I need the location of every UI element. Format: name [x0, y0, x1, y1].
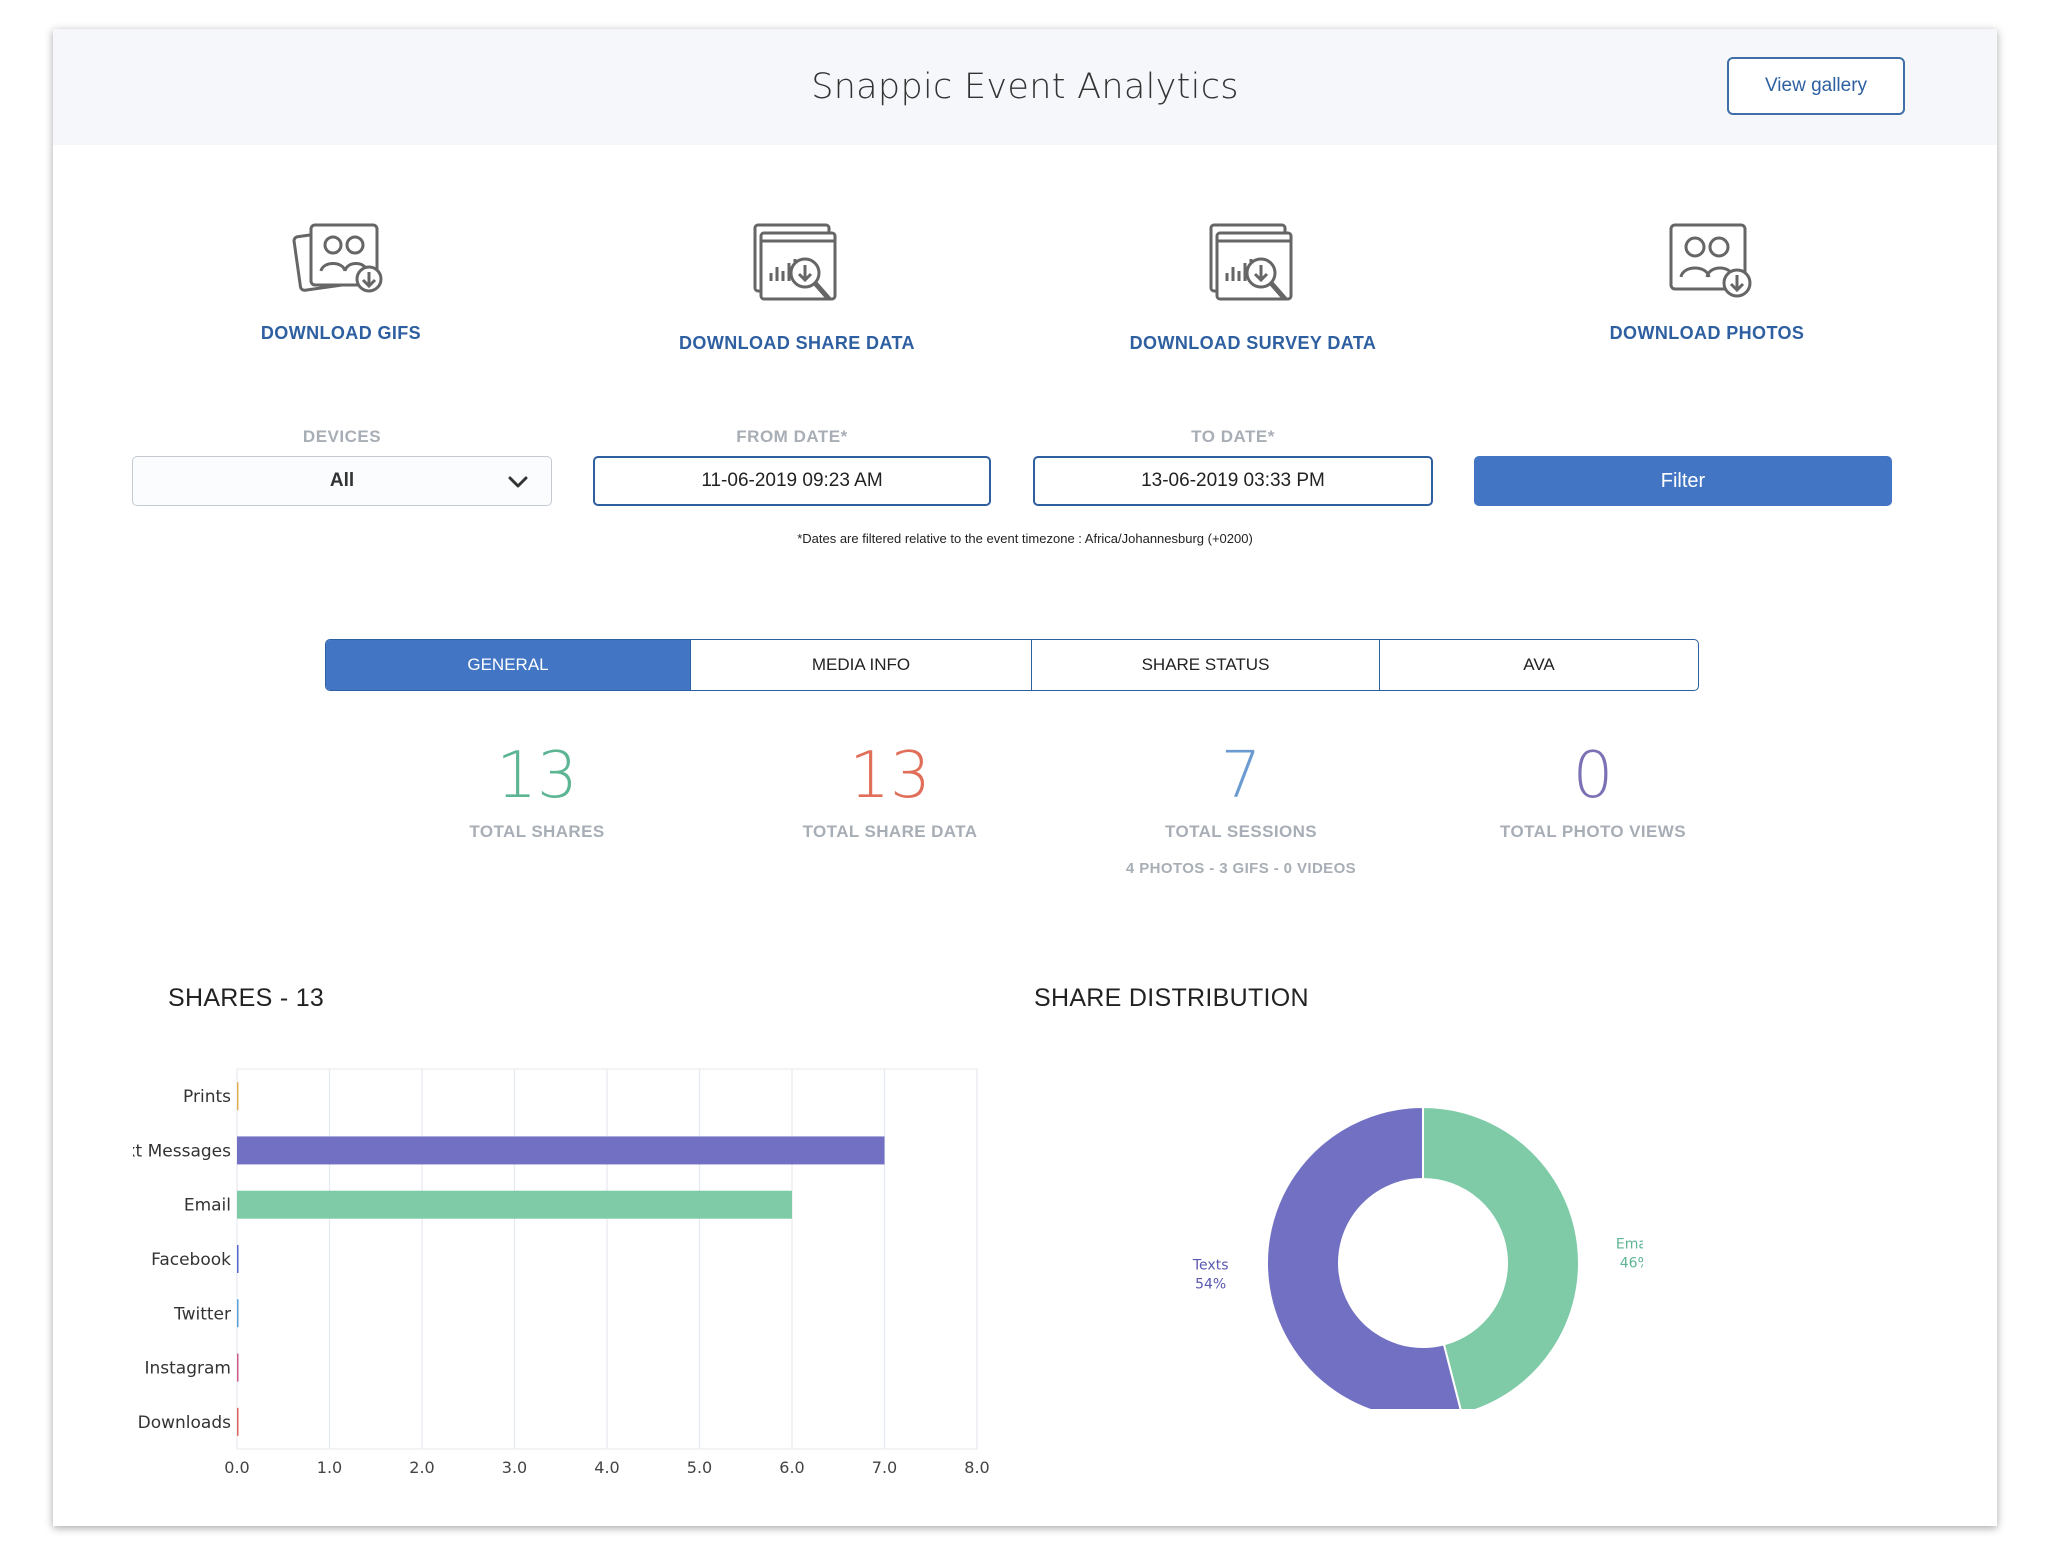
analytics-page: Snappic Event Analytics View gallery DOW…: [53, 29, 1997, 1526]
slice-percent: 46%: [1620, 1255, 1643, 1271]
chevron-down-icon: [508, 476, 528, 488]
x-tick-label: 7.0: [872, 1458, 897, 1477]
devices-select[interactable]: All: [132, 456, 552, 506]
slice-label: Texts: [1192, 1258, 1229, 1274]
tab-media-info[interactable]: MEDIA INFO: [691, 640, 1032, 690]
from-date-label: FROM DATE*: [736, 427, 848, 446]
download-gifs-label: DOWNLOAD GIFS: [260, 323, 422, 343]
x-tick-label: 2.0: [409, 1458, 434, 1477]
category-label: Downloads: [138, 1413, 232, 1433]
bar-twitter[interactable]: [237, 1299, 239, 1328]
x-tick-label: 6.0: [779, 1458, 804, 1477]
category-label: Facebook: [151, 1250, 231, 1270]
bar-facebook[interactable]: [237, 1245, 239, 1273]
category-label: Twitter: [173, 1304, 231, 1324]
from-date-input[interactable]: 11-06-2019 09:23 AM: [593, 456, 991, 506]
bar-prints[interactable]: [237, 1082, 239, 1111]
filter-button[interactable]: Filter: [1474, 456, 1892, 506]
tab-share-status[interactable]: SHARE STATUS: [1032, 640, 1380, 690]
stat-label: TOTAL PHOTO VIEWS: [1500, 822, 1686, 841]
download-share-data-label: DOWNLOAD SHARE DATA: [679, 333, 915, 353]
timezone-note: *Dates are filtered relative to the even…: [797, 531, 1253, 546]
slice-percent: 54%: [1195, 1277, 1226, 1293]
shares-bar-chart: 0.0 1.0 2.0 3.0 4.0 5.0 6.0 7.0 8.0 Prints Text Me…: [133, 1068, 990, 1477]
share-distribution-donut: Email 46% Texts 54%: [1192, 1105, 1643, 1409]
to-date-label: TO DATE*: [1191, 427, 1275, 446]
header-bar: Snappic Event Analytics View gallery: [53, 29, 1997, 145]
bar-email[interactable]: [237, 1190, 792, 1219]
gif-download-icon: [292, 223, 383, 293]
stat-value: 7: [1220, 739, 1262, 813]
stat-label: TOTAL SHARES: [469, 822, 605, 841]
devices-select-value: All: [329, 470, 355, 491]
share-distribution-title: SHARE DISTRIBUTION: [1034, 984, 1309, 1012]
devices-label: DEVICES: [302, 427, 382, 446]
category-label: Instagram: [145, 1359, 232, 1379]
category-label: Email: [184, 1196, 231, 1216]
stat-value: 0: [1572, 739, 1614, 813]
download-survey-data-label: DOWNLOAD SURVEY DATA: [1129, 333, 1377, 353]
stat-label: TOTAL SHARE DATA: [802, 822, 978, 841]
bar-instagram[interactable]: [237, 1353, 239, 1382]
photos-download-icon: [1669, 223, 1752, 298]
survey-data-download-icon: [1209, 223, 1293, 301]
slice-email[interactable]: [1422, 1105, 1580, 1409]
x-tick-label: 5.0: [687, 1458, 712, 1477]
x-tick-label: 8.0: [964, 1458, 989, 1477]
bar-downloads[interactable]: [237, 1407, 239, 1436]
download-share-data-button[interactable]: DOWNLOAD SHARE DATA: [637, 219, 957, 354]
tab-ava[interactable]: AVA: [1523, 655, 1555, 674]
tab-general[interactable]: GENERAL: [326, 640, 691, 690]
share-data-download-icon: [753, 223, 837, 301]
stat-value: 13: [849, 739, 931, 813]
x-tick-label: 4.0: [594, 1458, 619, 1477]
slice-label: Email: [1616, 1236, 1643, 1252]
to-date-input[interactable]: 13-06-2019 03:33 PM: [1033, 456, 1433, 506]
download-photos-button[interactable]: DOWNLOAD PHOTOS: [1547, 219, 1867, 344]
x-tick-label: 1.0: [317, 1458, 342, 1477]
download-survey-data-button[interactable]: DOWNLOAD SURVEY DATA: [1093, 219, 1413, 354]
category-label: Prints: [183, 1087, 231, 1107]
x-tick-label: 0.0: [224, 1458, 249, 1477]
download-photos-label: DOWNLOAD PHOTOS: [1609, 323, 1805, 343]
session-breakdown: 4 PHOTOS - 3 GIFS - 0 VIDEOS: [1125, 860, 1357, 877]
bar-text-messages[interactable]: [237, 1136, 885, 1165]
tab-bar: GENERAL MEDIA INFO SHARE STATUS AVA: [325, 639, 1699, 691]
page-title: Snappic Event Analytics: [811, 67, 1239, 107]
bar-chart-grid: [236, 1068, 978, 1450]
view-gallery-button[interactable]: View gallery: [1727, 57, 1905, 115]
slice-texts[interactable]: [1266, 1105, 1462, 1409]
download-gifs-button[interactable]: DOWNLOAD GIFS: [181, 219, 501, 344]
shares-chart-title: SHARES - 13: [168, 984, 325, 1012]
stat-value: 13: [496, 739, 578, 813]
stat-label: TOTAL SESSIONS: [1164, 822, 1318, 841]
category-label: Text Messages: [133, 1141, 231, 1161]
x-tick-label: 3.0: [502, 1458, 527, 1477]
